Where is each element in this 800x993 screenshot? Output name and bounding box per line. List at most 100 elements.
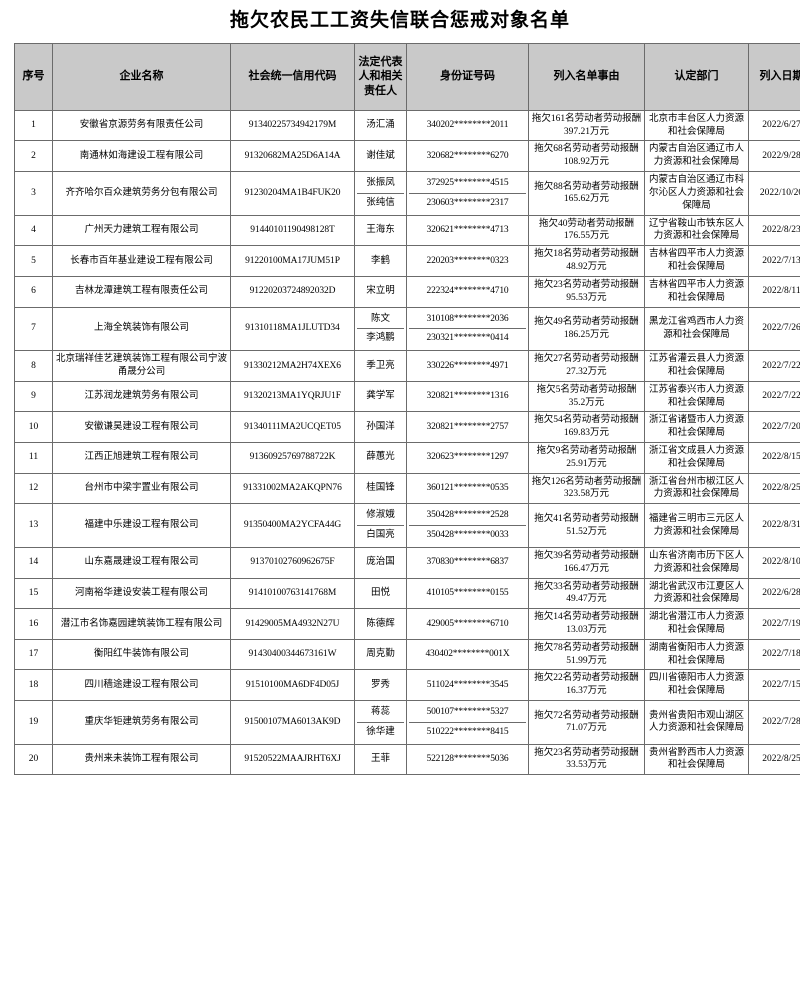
cell-index: 8 <box>14 350 53 382</box>
cell-reason: 拖欠18名劳动者劳动报酬48.92万元 <box>528 245 645 277</box>
cell-date: 2022/7/19 <box>748 608 800 640</box>
cell-idno: 320682********6270 <box>406 140 529 173</box>
cell-reason: 拖欠41名劳动者劳动报酬51.52万元 <box>528 503 645 548</box>
cell-date: 2022/7/22 <box>748 380 800 413</box>
cell-date: 2022/8/11 <box>748 275 800 308</box>
cell-idno: 350428********0033 <box>426 530 509 541</box>
cell-index: 5 <box>14 245 53 277</box>
cell-reason: 拖欠33名劳动者劳动报酬49.47万元 <box>528 577 645 610</box>
cell-code: 91220203724892032D <box>230 275 355 308</box>
cell-company: 江苏润龙建筑劳务有限公司 <box>52 380 231 413</box>
cell-index: 2 <box>14 140 53 173</box>
cell-idno: 500107********5327 <box>409 703 526 723</box>
column-header-date: 列入日期 <box>748 42 800 111</box>
table-row: 8 北京瑞祥佳艺建筑装饰工程有限公司宁波甬晟分公司 91330212MA2H74XE… <box>14 350 800 382</box>
cell-index: 17 <box>14 638 53 671</box>
cell-code: 91340111MA2UCQET05 <box>230 411 355 444</box>
cell-reason: 拖欠23名劳动者劳动报酬33.53万元 <box>528 743 645 776</box>
table-row: 15 河南裕华建设安装工程有限公司 91410100763141768M 田悦 4101… <box>14 577 800 610</box>
cell-reason: 拖欠88名劳动者劳动报酬165.62万元 <box>528 171 645 216</box>
cell-code: 91370102760962675F <box>230 546 355 579</box>
cell-reason: 拖欠9名劳动者劳动报酬25.91万元 <box>528 442 645 474</box>
cell-rep: 罗秀 <box>354 669 407 702</box>
cell-code: 91410100763141768M <box>230 577 355 610</box>
cell-code: 91429005MA4932N27U <box>230 608 355 640</box>
table-row: 17 衡阳红牛装饰有限公司 91430400344673161W 周克勤 430402*… <box>14 638 800 671</box>
cell-rep: 田悦 <box>354 577 407 610</box>
table-body: 1 安徽省京源劳务有限责任公司 91340225734942179M 汤汇涌 34020… <box>14 109 800 776</box>
table-row: 5 长春市百年基业建设工程有限公司 91220100MA17JUM51P 李鹤 2202… <box>14 245 800 277</box>
cell-rep: 宋立明 <box>354 275 407 308</box>
cell-company: 齐齐哈尔百众建筑劳务分包有限公司 <box>52 171 231 216</box>
cell-rep-group: 张振凤 张纯信 <box>354 171 407 216</box>
cell-dept: 黑龙江省鸡西市人力资源和社会保障局 <box>644 306 749 352</box>
table-row: 20 贵州来未装饰工程有限公司 91520522MAAJRHT6XJ 王菲 522128… <box>14 743 800 776</box>
cell-reason: 拖欠161名劳动者劳动报酬397.21万元 <box>528 109 645 142</box>
table-row: 2 南通林如海建设工程有限公司 91320682MA25D6A14A 谢佳斌 32068… <box>14 140 800 173</box>
cell-idno: 340202********2011 <box>406 109 529 142</box>
cell-date: 2022/9/28 <box>748 140 800 173</box>
cell-company: 吉林龙潭建筑工程有限责任公司 <box>52 275 231 308</box>
cell-code: 91510100MA6DF4D05J <box>230 669 355 702</box>
cell-idno-group: 500107********5327 510222********8415 <box>406 700 529 745</box>
cell-dept: 贵州省贵阳市观山湖区人力资源和社会保障局 <box>644 700 749 745</box>
cell-date: 2022/7/18 <box>748 638 800 671</box>
table-row: 7 上海全筑装饰有限公司 91310118MA1JLUTD34 陈文 李鸿鹏 310108… <box>14 306 800 352</box>
table-row: 16 潜江市名饰嘉园建筑装饰工程有限公司 91429005MA4932N27U 陈德辉… <box>14 608 800 640</box>
cell-code: 91440101190498128T <box>230 214 355 247</box>
cell-index: 6 <box>14 275 53 308</box>
cell-rep: 孙国洋 <box>354 411 407 444</box>
cell-company: 河南裕华建设安装工程有限公司 <box>52 577 231 610</box>
cell-company: 潜江市名饰嘉园建筑装饰工程有限公司 <box>52 608 231 640</box>
cell-date: 2022/7/26 <box>748 306 800 352</box>
table-row: 12 台州市中梁宇置业有限公司 91331002MA2AKQPN76 桂国锋 36012… <box>14 472 800 505</box>
cell-index: 4 <box>14 214 53 247</box>
cell-dept: 浙江省文成县人力资源和社会保障局 <box>644 442 749 474</box>
cell-date: 2022/10/20 <box>748 171 800 216</box>
cell-dept: 吉林省四平市人力资源和社会保障局 <box>644 275 749 308</box>
cell-rep: 周克勤 <box>354 638 407 671</box>
cell-dept: 江苏省泰兴市人力资源和社会保障局 <box>644 380 749 413</box>
cell-date: 2022/7/20 <box>748 411 800 444</box>
cell-index: 16 <box>14 608 53 640</box>
cell-date: 2022/8/15 <box>748 442 800 474</box>
cell-idno: 220203********0323 <box>406 245 529 277</box>
cell-rep: 陈文 <box>357 309 404 330</box>
cell-dept: 内蒙古自治区通辽市科尔沁区人力资源和社会保障局 <box>644 171 749 216</box>
cell-rep: 谢佳斌 <box>354 140 407 173</box>
cell-date: 2022/8/31 <box>748 503 800 548</box>
cell-rep: 龚学军 <box>354 380 407 413</box>
cell-index: 9 <box>14 380 53 413</box>
cell-idno: 410105********0155 <box>406 577 529 610</box>
cell-index: 10 <box>14 411 53 444</box>
cell-code: 91230204MA1B4FUK20 <box>230 171 355 216</box>
cell-code: 91310118MA1JLUTD34 <box>230 306 355 352</box>
cell-dept: 湖北省武汉市江夏区人力资源和社会保障局 <box>644 577 749 610</box>
cell-reason: 拖欠27名劳动者劳动报酬27.32万元 <box>528 350 645 382</box>
cell-reason: 拖欠78名劳动者劳动报酬51.99万元 <box>528 638 645 671</box>
cell-company: 上海全筑装饰有限公司 <box>52 306 231 352</box>
cell-rep-group: 修淑娥 白国亮 <box>354 503 407 548</box>
cell-index: 13 <box>14 503 53 548</box>
cell-idno: 370830********6837 <box>406 546 529 579</box>
table-row: 1 安徽省京源劳务有限责任公司 91340225734942179M 汤汇涌 34020… <box>14 109 800 142</box>
cell-index: 1 <box>14 109 53 142</box>
column-header-index: 序号 <box>14 42 53 111</box>
cell-company: 江西正旭建筑工程有限公司 <box>52 442 231 474</box>
cell-rep: 李鸿鹏 <box>366 333 395 344</box>
cell-rep: 蒋蕊 <box>357 703 404 723</box>
cell-reason: 拖欠72名劳动者劳动报酬71.07万元 <box>528 700 645 745</box>
cell-date: 2022/7/28 <box>748 700 800 745</box>
cell-rep: 王菲 <box>354 743 407 776</box>
cell-dept: 浙江省诸暨市人力资源和社会保障局 <box>644 411 749 444</box>
table-header-row: 序号 企业名称 社会统一信用代码 法定代表人和相关责任人 身份证号码 列入名单事… <box>14 42 800 111</box>
table-row: 14 山东嘉晟建设工程有限公司 91370102760962675F 庞治国 37083… <box>14 546 800 579</box>
cell-rep: 陈德辉 <box>354 608 407 640</box>
cell-company: 重庆华钜建筑劳务有限公司 <box>52 700 231 745</box>
cell-rep: 庞治国 <box>354 546 407 579</box>
cell-reason: 拖欠68名劳动者劳动报酬108.92万元 <box>528 140 645 173</box>
cell-idno: 510222********8415 <box>426 726 509 737</box>
cell-idno: 320621********4713 <box>406 214 529 247</box>
table-header: 序号 企业名称 社会统一信用代码 法定代表人和相关责任人 身份证号码 列入名单事… <box>14 42 800 111</box>
table-row: 9 江苏润龙建筑劳务有限公司 91320213MA1YQRJU1F 龚学军 320821… <box>14 380 800 413</box>
